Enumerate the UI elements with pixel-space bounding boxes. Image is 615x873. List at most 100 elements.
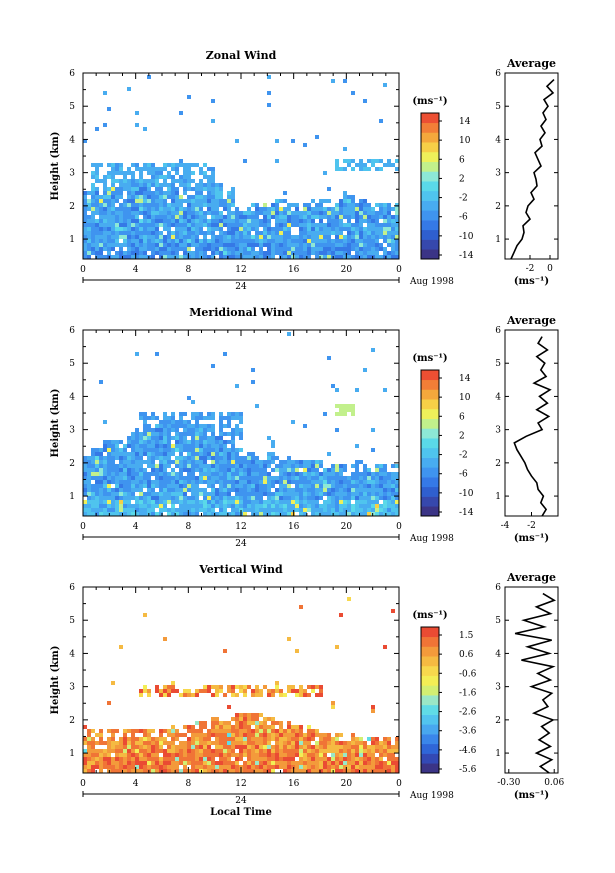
heatmap-cell bbox=[367, 239, 371, 243]
heatmap-cell bbox=[311, 472, 315, 476]
heatmap-cell bbox=[127, 472, 131, 476]
heatmap-cell bbox=[327, 741, 331, 745]
heatmap-cell bbox=[315, 745, 319, 749]
heatmap-cell bbox=[259, 504, 263, 508]
heatmap-cell bbox=[375, 761, 379, 765]
heatmap-cell bbox=[167, 239, 171, 243]
heatmap-cell bbox=[239, 733, 243, 737]
heatmap-cell bbox=[283, 492, 287, 496]
heatmap-cell bbox=[223, 504, 227, 508]
heatmap-cell bbox=[259, 235, 263, 239]
heatmap-cell bbox=[211, 476, 215, 480]
heatmap-cell bbox=[119, 195, 123, 199]
heatmap-cell bbox=[219, 468, 223, 472]
heatmap-cell bbox=[243, 247, 247, 251]
heatmap-cell bbox=[191, 235, 195, 239]
colorbar-tick-label: -10 bbox=[459, 489, 474, 499]
heatmap-cell bbox=[359, 753, 363, 757]
heatmap-cell bbox=[375, 167, 379, 171]
heatmap-cell bbox=[139, 496, 143, 500]
heatmap-cell bbox=[227, 464, 231, 468]
heatmap-cell bbox=[323, 235, 327, 239]
heatmap-cell bbox=[331, 247, 335, 251]
heatmap-cell bbox=[99, 492, 103, 496]
heatmap-cell bbox=[255, 472, 259, 476]
heatmap-cell bbox=[99, 456, 103, 460]
heatmap-cell bbox=[163, 729, 167, 733]
heatmap-cell bbox=[335, 492, 339, 496]
heatmap-cell bbox=[291, 761, 295, 765]
heatmap-cell bbox=[179, 179, 183, 183]
heatmap-cell bbox=[159, 741, 163, 745]
heatmap-cell bbox=[131, 480, 135, 484]
heatmap-cell bbox=[231, 500, 235, 504]
heatmap-cell bbox=[315, 769, 319, 773]
colorbar-segment bbox=[421, 704, 439, 715]
heatmap-cell bbox=[347, 243, 351, 247]
heatmap-cell bbox=[119, 452, 123, 456]
heatmap-cell bbox=[327, 496, 331, 500]
heatmap-cell bbox=[139, 227, 143, 231]
heatmap-cell bbox=[307, 231, 311, 235]
heatmap-cell bbox=[151, 745, 155, 749]
heatmap-cell bbox=[179, 432, 183, 436]
profile-y-tick-label: 6 bbox=[495, 583, 501, 593]
heatmap-cell bbox=[299, 227, 303, 231]
heatmap-cell bbox=[119, 255, 123, 259]
heatmap-cell bbox=[379, 472, 383, 476]
heatmap-cell bbox=[327, 737, 331, 741]
heatmap-cell bbox=[195, 428, 199, 432]
heatmap-cell bbox=[87, 492, 91, 496]
heatmap-cell bbox=[343, 147, 347, 151]
heatmap-cell bbox=[371, 500, 375, 504]
heatmap-cell bbox=[395, 480, 399, 484]
heatmap-cell bbox=[175, 464, 179, 468]
heatmap-cell bbox=[319, 508, 323, 512]
heatmap-cell bbox=[131, 255, 135, 259]
heatmap-cell bbox=[287, 215, 291, 219]
heatmap-cell bbox=[167, 219, 171, 223]
heatmap-cell bbox=[171, 436, 175, 440]
profile-y-tick-label: 3 bbox=[495, 169, 501, 179]
heatmap-cell bbox=[191, 187, 195, 191]
heatmap-cell bbox=[99, 452, 103, 456]
heatmap-cell bbox=[327, 488, 331, 492]
heatmap-cell bbox=[207, 444, 211, 448]
heatmap-cell bbox=[263, 476, 267, 480]
heatmap-cell bbox=[99, 380, 103, 384]
heatmap-cell bbox=[87, 227, 91, 231]
heatmap-cell bbox=[147, 492, 151, 496]
heatmap-cell bbox=[143, 452, 147, 456]
heatmap-cell bbox=[295, 239, 299, 243]
colorbar-segment bbox=[421, 763, 439, 774]
heatmap-cell bbox=[395, 211, 399, 215]
heatmap-cell bbox=[83, 203, 87, 207]
heatmap-cell bbox=[223, 444, 227, 448]
heatmap-cell bbox=[387, 480, 391, 484]
heatmap-cell bbox=[327, 356, 331, 360]
heatmap-cell bbox=[147, 484, 151, 488]
heatmap-cell bbox=[231, 436, 235, 440]
heatmap-cell bbox=[271, 239, 275, 243]
x-tick-label: 16 bbox=[288, 779, 300, 789]
heatmap-cell bbox=[219, 496, 223, 500]
heatmap-cell bbox=[395, 500, 399, 504]
heatmap-cell bbox=[383, 761, 387, 765]
heatmap-cell bbox=[159, 207, 163, 211]
heatmap-cell bbox=[231, 456, 235, 460]
heatmap-cell bbox=[391, 215, 395, 219]
heatmap-cell bbox=[243, 745, 247, 749]
heatmap-cell bbox=[91, 239, 95, 243]
heatmap-cell bbox=[163, 420, 167, 424]
heatmap-cell bbox=[307, 223, 311, 227]
heatmap-cell bbox=[151, 195, 155, 199]
heatmap-cell bbox=[171, 416, 175, 420]
heatmap-cell bbox=[303, 492, 307, 496]
heatmap-cell bbox=[99, 765, 103, 769]
y-axis-label: Height (km) bbox=[50, 646, 61, 715]
heatmap-cell bbox=[275, 504, 279, 508]
heatmap-cell bbox=[391, 163, 395, 167]
heatmap-cell bbox=[267, 753, 271, 757]
heatmap-cell bbox=[195, 721, 199, 725]
heatmap-cell bbox=[119, 496, 123, 500]
